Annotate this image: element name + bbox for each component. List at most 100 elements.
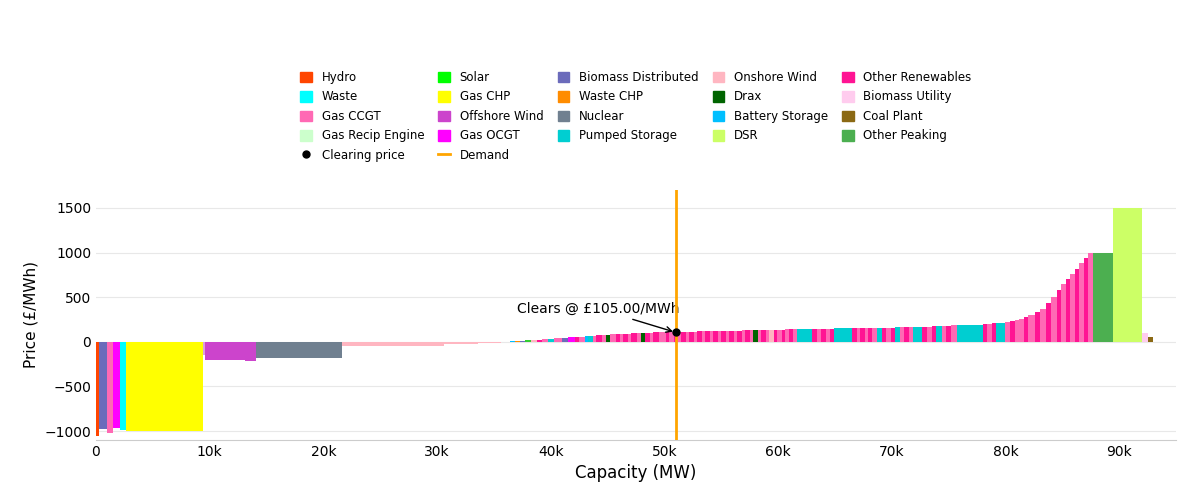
Bar: [568, 338, 575, 342]
Bar: [686, 332, 690, 342]
Bar: [107, 342, 113, 433]
Bar: [913, 327, 923, 342]
Bar: [821, 329, 826, 342]
Bar: [872, 328, 877, 342]
Bar: [890, 328, 895, 342]
Text: Clears @ £105.00/MWh: Clears @ £105.00/MWh: [517, 302, 679, 332]
Bar: [1084, 258, 1088, 342]
Bar: [342, 342, 444, 346]
Bar: [1039, 308, 1046, 342]
Bar: [702, 332, 706, 342]
Bar: [245, 342, 257, 360]
Bar: [584, 336, 588, 342]
Bar: [646, 332, 649, 342]
Bar: [580, 336, 584, 342]
Bar: [593, 336, 596, 342]
X-axis label: Capacity (MW): Capacity (MW): [575, 464, 697, 482]
Bar: [649, 332, 653, 342]
Bar: [761, 330, 766, 342]
Bar: [950, 326, 956, 342]
Bar: [988, 324, 992, 342]
Bar: [886, 328, 890, 342]
Bar: [726, 331, 730, 342]
Bar: [956, 325, 973, 342]
Bar: [637, 333, 641, 342]
Bar: [554, 338, 562, 342]
Bar: [624, 334, 628, 342]
Bar: [923, 327, 928, 342]
Bar: [653, 332, 659, 342]
Bar: [905, 327, 908, 342]
Bar: [96, 342, 100, 436]
Bar: [817, 329, 821, 342]
Bar: [983, 324, 988, 342]
Bar: [606, 334, 610, 342]
Bar: [1036, 312, 1039, 342]
Bar: [710, 331, 713, 342]
Bar: [697, 332, 702, 342]
Bar: [996, 322, 1006, 342]
Bar: [444, 342, 478, 344]
Bar: [631, 334, 637, 342]
Bar: [895, 328, 900, 342]
Bar: [548, 338, 554, 342]
Bar: [774, 330, 776, 342]
Bar: [538, 340, 541, 342]
Bar: [706, 331, 710, 342]
Bar: [520, 341, 524, 342]
Bar: [781, 330, 785, 342]
Bar: [733, 330, 737, 342]
Bar: [1075, 268, 1079, 342]
Bar: [682, 332, 686, 342]
Bar: [610, 334, 616, 342]
Bar: [931, 326, 936, 342]
Bar: [745, 330, 750, 342]
Bar: [852, 328, 857, 342]
Bar: [668, 332, 673, 342]
Bar: [754, 330, 757, 342]
Bar: [1147, 338, 1153, 342]
Bar: [620, 334, 624, 342]
Bar: [1093, 252, 1102, 342]
Bar: [532, 340, 538, 342]
Bar: [126, 342, 203, 431]
Bar: [1057, 290, 1061, 342]
Bar: [113, 342, 120, 428]
Bar: [203, 342, 205, 355]
Bar: [1019, 318, 1024, 342]
Bar: [928, 326, 931, 342]
Bar: [793, 329, 798, 342]
Bar: [1006, 322, 1010, 342]
Bar: [830, 328, 834, 342]
Bar: [516, 341, 520, 342]
Bar: [790, 330, 793, 342]
Bar: [834, 328, 839, 342]
Bar: [100, 342, 107, 430]
Bar: [1102, 252, 1114, 342]
Bar: [942, 326, 947, 342]
Legend: Hydro, Waste, Gas CCGT, Gas Recip Engine, Clearing price, Solar, Gas CHP, Offsho: Hydro, Waste, Gas CCGT, Gas Recip Engine…: [300, 71, 972, 162]
Bar: [776, 330, 781, 342]
Bar: [588, 336, 593, 342]
Bar: [742, 330, 745, 342]
Bar: [628, 334, 631, 342]
Bar: [826, 328, 830, 342]
Bar: [602, 335, 606, 342]
Bar: [659, 332, 666, 342]
Bar: [973, 324, 983, 342]
Bar: [718, 331, 721, 342]
Bar: [721, 331, 726, 342]
Bar: [1010, 321, 1014, 342]
Bar: [694, 332, 697, 342]
Bar: [785, 330, 790, 342]
Bar: [1070, 274, 1075, 342]
Bar: [947, 326, 950, 342]
Bar: [864, 328, 868, 342]
Bar: [757, 330, 761, 342]
Bar: [1024, 317, 1028, 342]
Bar: [908, 327, 913, 342]
Bar: [992, 324, 996, 342]
Bar: [1114, 208, 1142, 342]
Y-axis label: Price (£/MWh): Price (£/MWh): [24, 262, 38, 368]
Bar: [1066, 280, 1070, 342]
